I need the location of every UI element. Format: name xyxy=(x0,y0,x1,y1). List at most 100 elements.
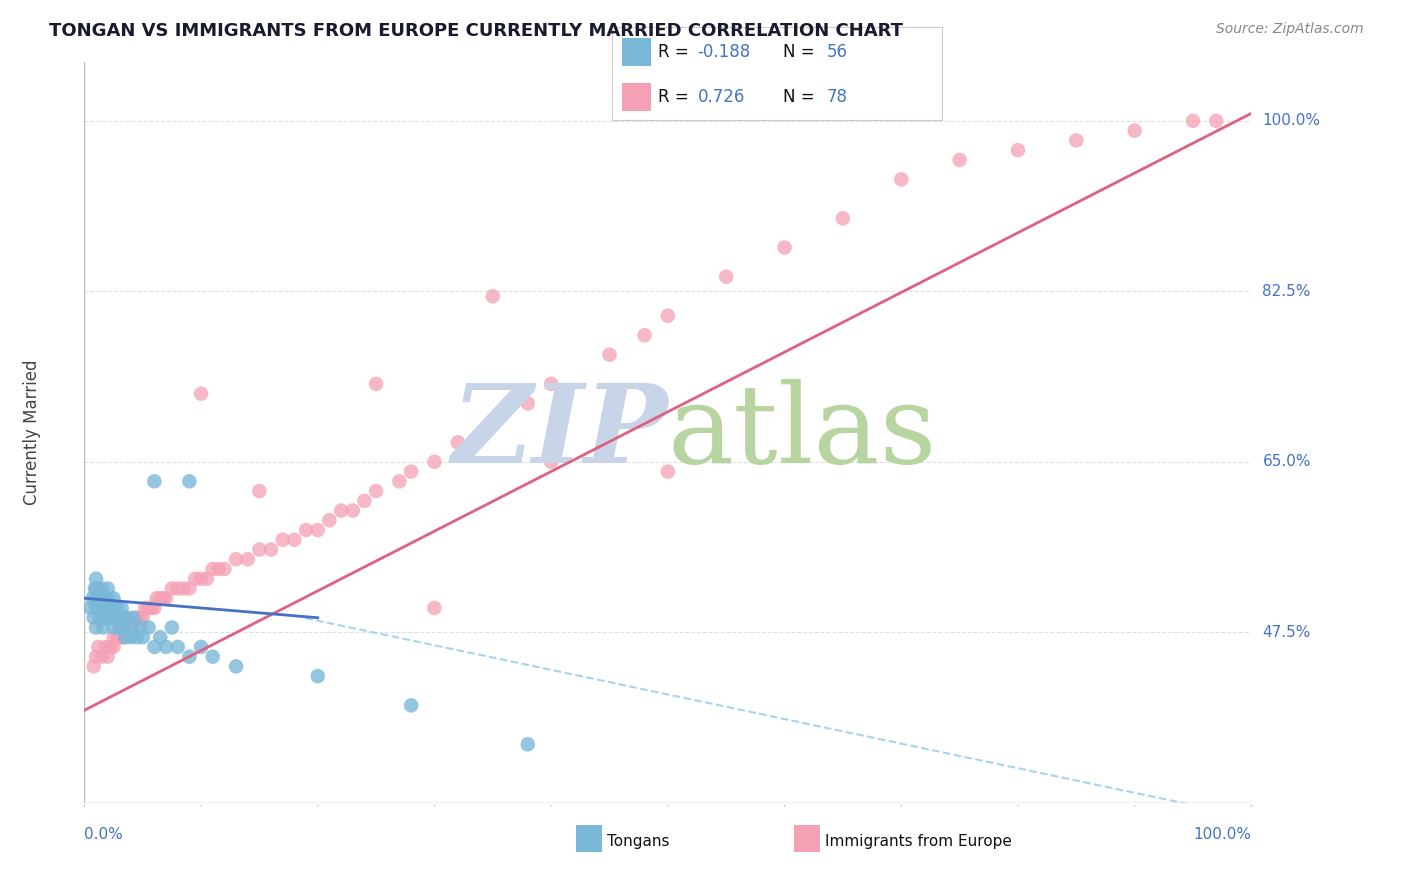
Point xyxy=(111,630,134,644)
Text: Source: ZipAtlas.com: Source: ZipAtlas.com xyxy=(1216,22,1364,37)
Point xyxy=(105,630,128,644)
Point xyxy=(87,601,110,615)
Point xyxy=(108,620,131,634)
Point xyxy=(143,640,166,654)
Point xyxy=(949,153,972,167)
Point xyxy=(481,416,505,430)
Point xyxy=(83,610,105,624)
Point xyxy=(318,513,340,527)
Point xyxy=(112,630,135,644)
Point xyxy=(103,591,125,606)
Point xyxy=(103,640,125,654)
Point xyxy=(207,562,229,576)
Point xyxy=(122,610,145,624)
Point xyxy=(225,659,247,673)
Point xyxy=(1205,114,1227,128)
Point xyxy=(423,455,446,469)
Point xyxy=(97,582,120,596)
Point xyxy=(447,435,470,450)
Point xyxy=(101,601,124,615)
Point xyxy=(249,542,271,557)
Text: N =: N = xyxy=(783,43,815,61)
Text: 47.5%: 47.5% xyxy=(1263,624,1310,640)
Point xyxy=(141,601,163,615)
Point xyxy=(716,269,738,284)
Point xyxy=(87,640,110,654)
Point xyxy=(134,601,156,615)
Point xyxy=(111,620,134,634)
Point xyxy=(103,630,125,644)
Point xyxy=(201,649,224,664)
Point xyxy=(516,737,538,751)
Point xyxy=(108,610,131,624)
Point xyxy=(353,493,375,508)
Point xyxy=(481,289,505,303)
Point xyxy=(225,552,247,566)
Point xyxy=(132,630,155,644)
Point xyxy=(111,601,134,615)
Point xyxy=(125,630,148,644)
Point xyxy=(120,630,142,644)
Point xyxy=(94,591,117,606)
Point xyxy=(112,610,135,624)
Point xyxy=(90,582,112,596)
Point xyxy=(79,601,101,615)
Point xyxy=(179,582,201,596)
Point xyxy=(149,591,172,606)
Text: 78: 78 xyxy=(827,88,848,106)
Text: TONGAN VS IMMIGRANTS FROM EUROPE CURRENTLY MARRIED CORRELATION CHART: TONGAN VS IMMIGRANTS FROM EUROPE CURRENT… xyxy=(49,22,903,40)
Point xyxy=(98,610,121,624)
Text: Tongans: Tongans xyxy=(607,834,669,848)
Point xyxy=(540,376,562,391)
Point xyxy=(117,610,139,624)
Point xyxy=(125,610,148,624)
Text: Currently Married: Currently Married xyxy=(22,359,41,506)
Point xyxy=(90,601,112,615)
Point xyxy=(399,465,422,479)
Point xyxy=(104,610,127,624)
Text: atlas: atlas xyxy=(668,379,938,486)
Point xyxy=(149,630,172,644)
Point xyxy=(120,620,142,634)
Point xyxy=(366,376,388,391)
Point xyxy=(83,582,105,596)
Point xyxy=(118,620,141,634)
Point xyxy=(160,620,183,634)
Point xyxy=(399,698,422,713)
Point xyxy=(1066,133,1088,147)
Text: R =: R = xyxy=(658,88,689,106)
Point xyxy=(97,601,120,615)
Point xyxy=(190,640,212,654)
Point xyxy=(84,649,107,664)
Point xyxy=(516,396,538,410)
Point xyxy=(82,591,104,606)
Point xyxy=(122,620,145,634)
Point xyxy=(236,552,259,566)
Point xyxy=(1123,123,1146,137)
Point xyxy=(129,620,152,634)
Point xyxy=(657,309,679,323)
Point xyxy=(260,542,283,557)
Point xyxy=(108,630,131,644)
Point xyxy=(540,455,562,469)
Point xyxy=(166,640,188,654)
Point xyxy=(201,562,224,576)
Point xyxy=(90,649,112,664)
Point xyxy=(152,591,174,606)
Point xyxy=(83,659,105,673)
Point xyxy=(138,620,160,634)
Point xyxy=(184,572,207,586)
Point xyxy=(890,172,912,186)
Point xyxy=(97,591,120,606)
Point xyxy=(103,620,125,634)
Point xyxy=(98,640,121,654)
Point xyxy=(330,503,353,517)
Point xyxy=(1181,114,1204,128)
Point xyxy=(423,601,446,615)
Point xyxy=(832,211,855,226)
Text: Immigrants from Europe: Immigrants from Europe xyxy=(825,834,1012,848)
Point xyxy=(97,610,120,624)
Point xyxy=(93,610,115,624)
Point xyxy=(160,582,183,596)
Point xyxy=(84,591,107,606)
